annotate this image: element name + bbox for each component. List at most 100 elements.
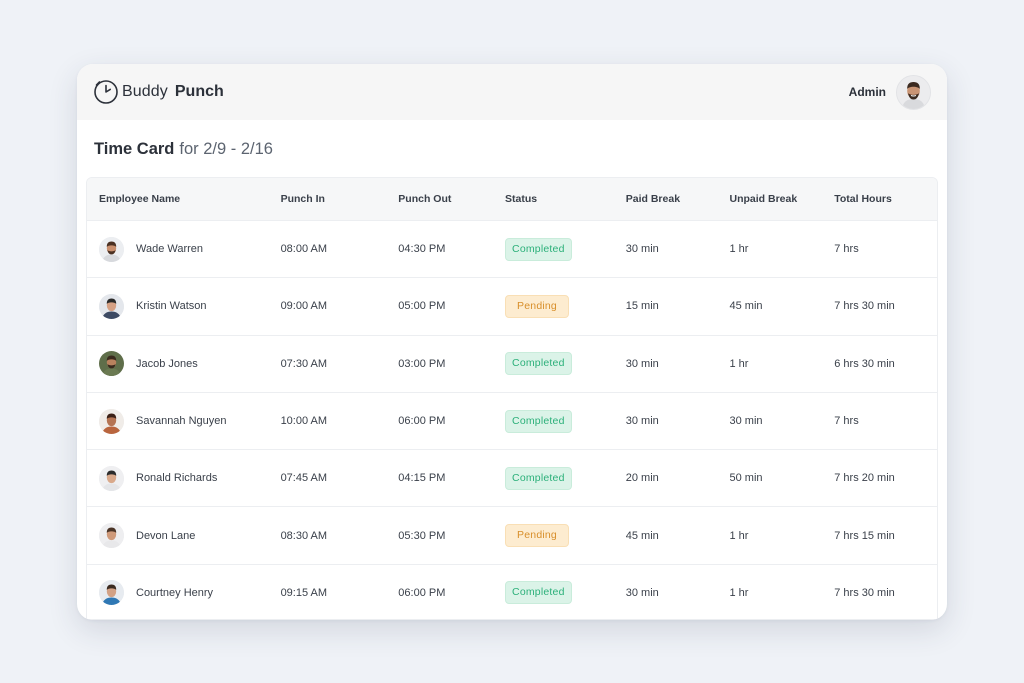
status-badge: Pending [505,294,569,318]
total-hours-cell: 6 hrs 30 min [834,357,895,370]
employee-name[interactable]: Wade Warren [136,243,204,256]
unpaid-break-cell: 50 min [729,472,763,485]
user-avatar[interactable] [896,74,931,110]
status-badge: Completed [505,237,572,261]
punch-out-cell: 05:00 PM [398,300,446,313]
punch-out-cell: 04:15 PM [398,472,446,485]
avatar-icon [99,236,124,262]
unpaid-break-cell: 1 hr [729,529,749,542]
punch-in-cell: 07:30 AM [280,357,328,370]
employee-cell: Jacob Jones [87,351,281,377]
avatar-icon [99,408,124,434]
paid-break-cell: 30 min [625,357,659,370]
employee-avatar [99,523,124,549]
page-title-main: Time Card [94,140,175,158]
status-cell: Completed [505,237,626,261]
unpaid-break-cell: 45 min [729,300,763,313]
table-header: Employee Name Punch In Punch Out Status … [87,178,937,221]
avatar-icon [99,523,124,549]
employee-cell: Ronald Richards [87,465,281,491]
avatar-icon [99,351,124,377]
timecard-table: Employee Name Punch In Punch Out Status … [86,177,938,620]
status-cell: Pending [505,294,626,318]
table-row[interactable]: Ronald Richards 07:45 AM 04:15 PM Comple… [87,450,937,508]
page-title: Time Card for 2/9 - 2/16 [77,120,947,168]
status-cell: Completed [505,409,626,433]
total-hours-cell: 7 hrs 15 min [834,529,895,542]
punch-out-cell: 06:00 PM [398,415,446,428]
page-title-range: for 2/9 - 2/16 [179,140,273,158]
column-header-status[interactable]: Status [505,193,538,205]
paid-break-cell: 20 min [625,472,659,485]
punch-out-cell: 03:00 PM [398,357,446,370]
column-header-paid-break[interactable]: Paid Break [625,193,681,205]
punch-in-cell: 08:30 AM [280,529,328,542]
user-menu[interactable]: Admin [848,74,931,110]
employee-name[interactable]: Kristin Watson [136,300,207,313]
punch-out-cell: 05:30 PM [398,529,446,542]
employee-avatar [99,236,124,262]
employee-avatar [99,351,124,377]
employee-name[interactable]: Devon Lane [136,529,196,542]
brand-logo[interactable]: Buddy Punch [93,79,224,105]
employee-avatar [99,580,124,606]
total-hours-cell: 7 hrs [834,415,859,428]
unpaid-break-cell: 30 min [729,415,763,428]
status-badge: Completed [505,409,572,433]
punch-in-cell: 09:15 AM [280,586,328,599]
employee-name[interactable]: Courtney Henry [136,586,214,599]
paid-break-cell: 45 min [625,529,659,542]
employee-cell: Kristin Watson [87,293,281,319]
punch-in-cell: 08:00 AM [280,243,328,256]
unpaid-break-cell: 1 hr [729,586,749,599]
total-hours-cell: 7 hrs [834,243,859,256]
status-badge: Pending [505,524,569,548]
employee-name[interactable]: Savannah Nguyen [136,415,227,428]
employee-cell: Devon Lane [87,523,281,549]
total-hours-cell: 7 hrs 20 min [834,472,895,485]
brand-name-part1: Buddy [122,83,168,100]
avatar-icon [99,580,124,606]
punch-out-cell: 06:00 PM [398,586,446,599]
table-row[interactable]: Devon Lane 08:30 AM 05:30 PM Pending 45 … [87,507,937,565]
column-header-total-hours[interactable]: Total Hours [834,193,892,205]
employee-cell: Courtney Henry [87,580,281,606]
unpaid-break-cell: 1 hr [729,357,749,370]
punch-in-cell: 10:00 AM [280,415,328,428]
status-cell: Pending [505,524,626,548]
table-row[interactable]: Savannah Nguyen 10:00 AM 06:00 PM Comple… [87,393,937,451]
employee-avatar [99,293,124,319]
table-row[interactable]: Wade Warren 08:00 AM 04:30 PM Completed … [87,221,937,279]
table-row[interactable]: Kristin Watson 09:00 AM 05:00 PM Pending… [87,278,937,336]
brand-name-part2: Punch [174,83,224,100]
column-header-punch-in[interactable]: Punch In [280,193,325,205]
status-cell: Completed [505,581,626,605]
status-badge: Completed [505,466,572,490]
avatar-icon [99,293,124,319]
employee-avatar [99,408,124,434]
column-header-punch-out[interactable]: Punch Out [398,193,452,205]
column-header-unpaid-break[interactable]: Unpaid Break [729,193,798,205]
time-card-panel: Buddy Punch Admin Time Card for 2/9 - 2/1… [77,64,947,620]
status-cell: Completed [505,352,626,376]
paid-break-cell: 30 min [625,586,659,599]
top-bar: Buddy Punch Admin [77,64,947,120]
employee-avatar [99,465,124,491]
punch-in-cell: 07:45 AM [280,472,328,485]
paid-break-cell: 30 min [625,243,659,256]
total-hours-cell: 7 hrs 30 min [834,300,895,313]
table-row[interactable]: Jacob Jones 07:30 AM 03:00 PM Completed … [87,336,937,393]
table-body: Wade Warren 08:00 AM 04:30 PM Completed … [87,221,937,619]
status-cell: Completed [505,466,626,490]
unpaid-break-cell: 1 hr [729,243,749,256]
punch-in-cell: 09:00 AM [280,300,328,313]
paid-break-cell: 30 min [625,415,659,428]
user-name: Admin [848,85,886,99]
status-badge: Completed [505,352,572,376]
employee-name[interactable]: Jacob Jones [136,357,198,370]
paid-break-cell: 15 min [625,300,659,313]
column-header-employee-name[interactable]: Employee Name [99,193,181,205]
status-badge: Completed [505,581,572,605]
employee-name[interactable]: Ronald Richards [136,472,218,485]
table-row[interactable]: Courtney Henry 09:15 AM 06:00 PM Complet… [87,565,937,619]
